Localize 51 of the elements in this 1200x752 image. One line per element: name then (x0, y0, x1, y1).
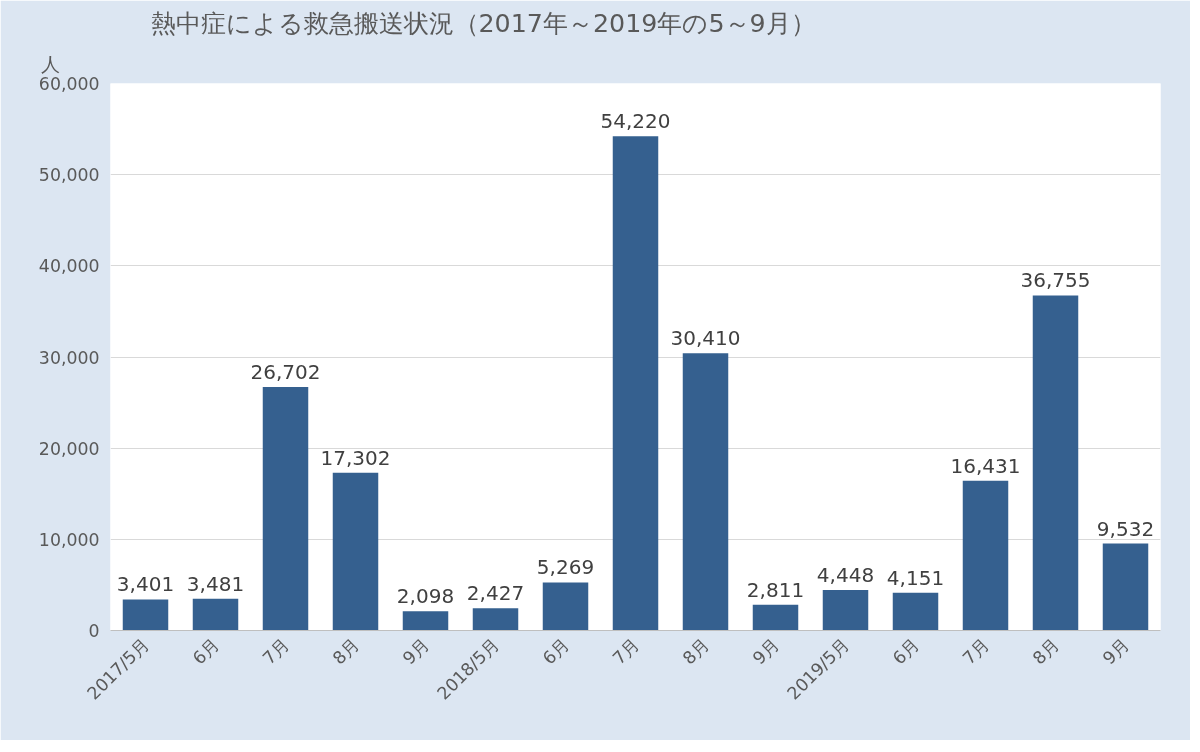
bar (892, 592, 939, 631)
x-tick-label: 7月 (608, 634, 643, 669)
x-tick-label: 7月 (258, 634, 293, 669)
bar (122, 599, 169, 631)
bar (1102, 543, 1149, 631)
bar (542, 582, 589, 631)
x-tick-label: 9月 (748, 634, 783, 669)
x-tick-label: 6月 (888, 634, 923, 669)
x-tick-label: 8月 (328, 634, 363, 669)
data-label: 30,410 (670, 326, 741, 351)
data-label: 54,220 (600, 109, 671, 134)
bar (962, 480, 1009, 631)
y-axis-title: 人 (40, 53, 60, 75)
bar (1032, 295, 1079, 631)
y-tick-label: 50,000 (38, 165, 100, 186)
chart-title: 熱中症による救急搬送状況（2017年～2019年の5～9月） (150, 7, 816, 38)
bar (682, 353, 729, 631)
x-tick-label: 9月 (1098, 634, 1133, 669)
bar (472, 608, 519, 631)
bar (822, 589, 869, 631)
y-tick-label: 0 (88, 621, 100, 641)
data-label: 3,401 (116, 572, 175, 597)
data-label: 26,702 (250, 360, 321, 385)
data-label: 2,098 (396, 584, 455, 609)
y-tick-label: 10,000 (38, 529, 100, 550)
data-label: 17,302 (320, 445, 391, 470)
x-tick-label: 8月 (1028, 634, 1063, 669)
bar (192, 598, 239, 631)
x-tick-label: 6月 (538, 634, 573, 669)
y-tick-label: 40,000 (38, 256, 100, 277)
x-tick-label: 8月 (678, 634, 713, 669)
x-tick-label: 9月 (398, 634, 433, 669)
data-label: 2,427 (466, 581, 525, 606)
bar (752, 604, 799, 631)
data-label: 2,811 (746, 577, 805, 602)
data-label: 3,481 (186, 571, 245, 596)
y-tick-label: 30,000 (38, 347, 100, 368)
data-label: 36,755 (1020, 268, 1091, 293)
y-tick-label: 60,000 (38, 74, 100, 94)
bar (332, 472, 379, 631)
data-label: 16,431 (950, 453, 1021, 478)
x-tick-label: 7月 (958, 634, 993, 669)
bar (612, 136, 659, 631)
bar (262, 387, 309, 631)
x-tick-label: 6月 (188, 634, 223, 669)
data-label: 5,269 (536, 555, 595, 580)
data-label: 4,151 (886, 565, 945, 590)
bar (402, 611, 449, 631)
y-tick-label: 20,000 (38, 438, 100, 459)
data-label: 9,532 (1096, 516, 1155, 541)
data-label: 4,448 (816, 562, 875, 587)
